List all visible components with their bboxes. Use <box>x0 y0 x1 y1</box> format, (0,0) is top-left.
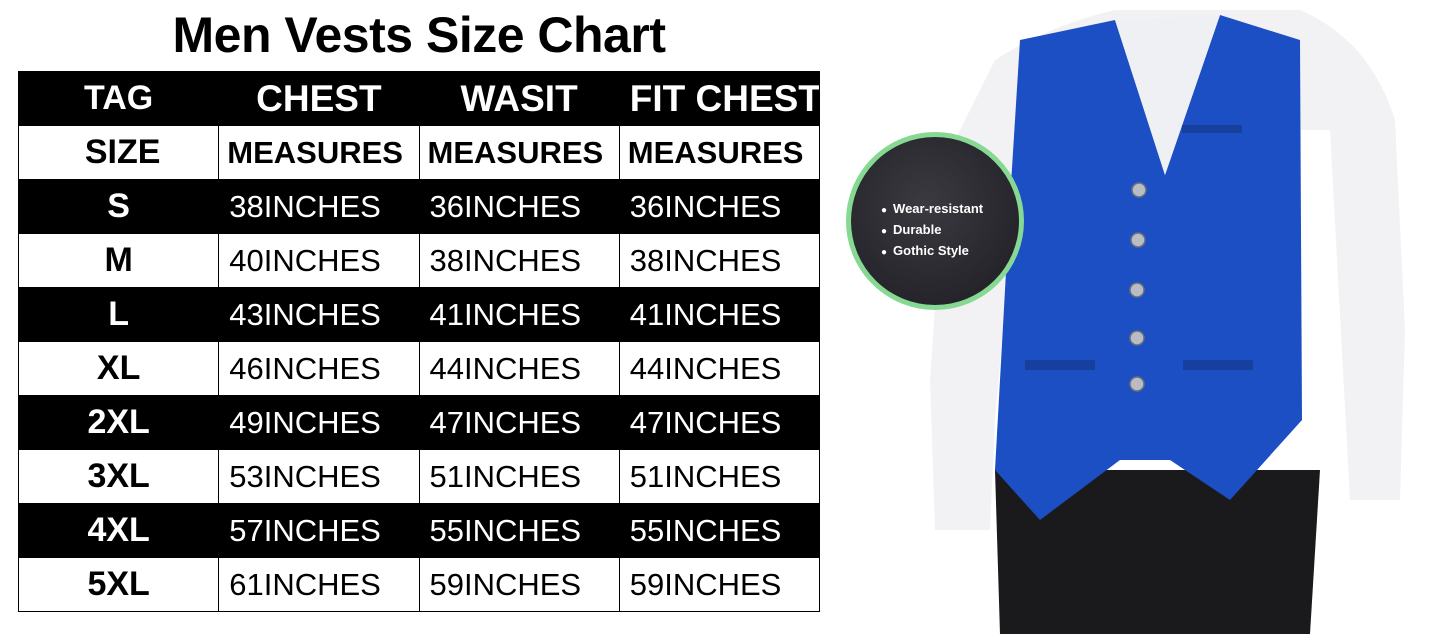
measure-cell: 47INCHES <box>418 395 620 450</box>
header-cell: TAG <box>17 71 220 126</box>
feature-item: Wear-resistant <box>881 199 983 220</box>
measure-cell: 51INCHES <box>418 449 620 504</box>
measure-cell: 53INCHES <box>218 449 420 504</box>
size-cell: M <box>17 233 220 288</box>
measure-cell: 36INCHES <box>618 179 821 234</box>
table-row: 4XL 57INCHES 55INCHES 55INCHES <box>17 503 821 558</box>
measure-cell: 55INCHES <box>618 503 821 558</box>
header-cell: FIT CHEST <box>618 71 821 126</box>
measure-cell: 57INCHES <box>218 503 420 558</box>
measure-cell: 46INCHES <box>218 341 420 396</box>
size-cell: S <box>17 179 220 234</box>
measure-cell: 55INCHES <box>418 503 620 558</box>
product-photo <box>900 0 1445 634</box>
table-header-row: SIZE MEASURES MEASURES MEASURES <box>17 125 821 180</box>
measure-cell: 43INCHES <box>218 287 420 342</box>
size-chart-table: TAG CHEST WASIT FIT CHEST SIZE MEASURES … <box>17 71 821 612</box>
measure-cell: 61INCHES <box>218 557 420 612</box>
page-title: Men Vests Size Chart <box>172 7 666 63</box>
header-cell: CHEST <box>218 71 420 126</box>
table-row: 3XL 53INCHES 51INCHES 51INCHES <box>17 449 821 504</box>
table-row: 5XL 61INCHES 59INCHES 59INCHES <box>17 557 821 612</box>
size-cell: XL <box>17 341 220 396</box>
size-cell: 4XL <box>17 503 220 558</box>
measure-cell: 47INCHES <box>618 395 821 450</box>
features-badge: Wear-resistant Durable Gothic Style <box>846 132 1024 310</box>
table-row: M 40INCHES 38INCHES 38INCHES <box>17 233 821 288</box>
measure-cell: 38INCHES <box>618 233 821 288</box>
table-row: 2XL 49INCHES 47INCHES 47INCHES <box>17 395 821 450</box>
vest-model-image <box>900 0 1445 634</box>
table-header-row: TAG CHEST WASIT FIT CHEST <box>17 71 821 126</box>
table-row: S 38INCHES 36INCHES 36INCHES <box>17 179 821 234</box>
table-row: XL 46INCHES 44INCHES 44INCHES <box>17 341 821 396</box>
measure-cell: 41INCHES <box>418 287 620 342</box>
measure-cell: 59INCHES <box>618 557 821 612</box>
table-row: L 43INCHES 41INCHES 41INCHES <box>17 287 821 342</box>
header-cell: MEASURES <box>618 125 821 180</box>
size-cell: L <box>17 287 220 342</box>
measure-cell: 51INCHES <box>618 449 821 504</box>
measure-cell: 41INCHES <box>618 287 821 342</box>
header-cell: MEASURES <box>418 125 620 180</box>
measure-cell: 59INCHES <box>418 557 620 612</box>
size-cell: 3XL <box>17 449 220 504</box>
header-cell: SIZE <box>17 125 220 180</box>
measure-cell: 49INCHES <box>218 395 420 450</box>
header-cell: WASIT <box>418 71 620 126</box>
feature-item: Durable <box>881 220 983 241</box>
measure-cell: 44INCHES <box>618 341 821 396</box>
measure-cell: 44INCHES <box>418 341 620 396</box>
measure-cell: 40INCHES <box>218 233 420 288</box>
feature-item: Gothic Style <box>881 241 983 262</box>
header-cell: MEASURES <box>218 125 420 180</box>
measure-cell: 38INCHES <box>418 233 620 288</box>
measure-cell: 36INCHES <box>418 179 620 234</box>
measure-cell: 38INCHES <box>218 179 420 234</box>
size-cell: 5XL <box>17 557 220 612</box>
size-cell: 2XL <box>17 395 220 450</box>
